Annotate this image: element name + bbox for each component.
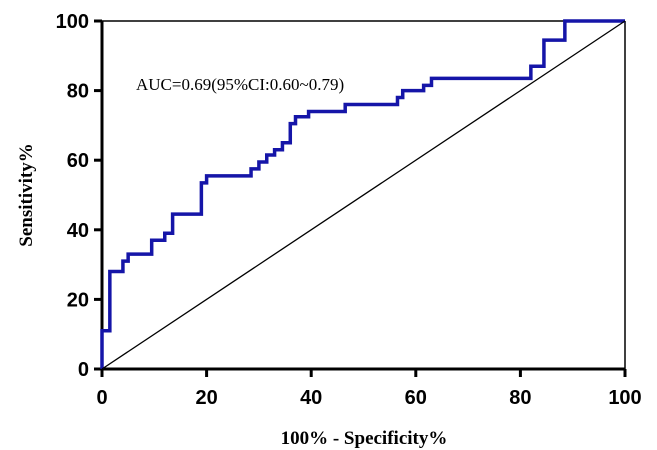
x-tick-label: 60: [405, 387, 427, 409]
reference-diagonal-line: [101, 20, 626, 370]
x-tick-label: 100: [608, 387, 641, 409]
y-axis-title: Sensitivity%: [16, 143, 37, 246]
y-tick-label: 20: [67, 289, 89, 311]
x-tick-label: 80: [509, 387, 531, 409]
axis-ticks: 0 20 40 60 80 100 0 20 40 60 80 100: [56, 11, 642, 409]
y-tick-label: 60: [67, 150, 89, 172]
series-layer: [100, 19, 626, 370]
y-tick-label: 40: [67, 220, 89, 242]
y-tick-label: 80: [67, 81, 89, 103]
x-tick-label: 0: [96, 387, 107, 409]
y-tick-label: 0: [78, 359, 89, 381]
x-axis-title: 100% - Specificity%: [281, 428, 448, 449]
plot-area: [100, 20, 626, 371]
y-tick-label: 100: [56, 11, 89, 33]
x-tick-label: 40: [300, 387, 322, 409]
roc-curve-line: [100, 19, 625, 369]
x-tick-label: 20: [195, 387, 217, 409]
auc-annotation: AUC=0.69(95%CI:0.60~0.79): [136, 75, 344, 94]
